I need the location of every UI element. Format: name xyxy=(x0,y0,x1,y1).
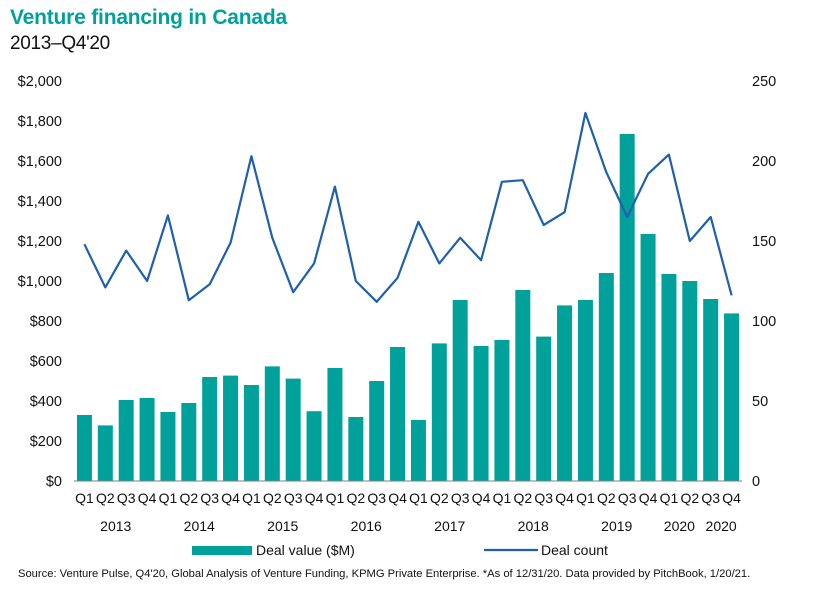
y-left-tick-label: $200 xyxy=(30,434,62,450)
y-left-tick-label: $1,200 xyxy=(18,234,62,250)
x-year-label: 2020 xyxy=(706,518,737,534)
x-tick-label: Q2 xyxy=(179,490,198,506)
bar-deal-value xyxy=(160,412,176,481)
x-tick-label: Q3 xyxy=(451,490,470,506)
source-note: Source: Venture Pulse, Q4'20, Global Ana… xyxy=(18,568,751,580)
y-right-tick-label: 50 xyxy=(752,394,768,410)
x-year-label: 2016 xyxy=(351,518,382,534)
bar-deal-value xyxy=(118,400,134,481)
bar-deal-value xyxy=(285,378,301,481)
bar-deal-value xyxy=(536,336,552,481)
y-left-tick-label: $1,800 xyxy=(18,114,62,130)
legend-swatch-deal-value xyxy=(192,546,252,555)
bar-deal-value xyxy=(390,347,406,481)
x-tick-label: Q4 xyxy=(555,490,574,506)
y-left-tick-label: $0 xyxy=(46,474,62,490)
bar-deal-value xyxy=(703,299,719,481)
bar-deal-value xyxy=(223,375,239,481)
x-tick-label: Q2 xyxy=(430,490,449,506)
x-tick-label: Q3 xyxy=(534,490,553,506)
x-tick-label: Q2 xyxy=(597,490,616,506)
line-deal-count xyxy=(83,111,733,303)
x-tick-label: Q2 xyxy=(680,490,699,506)
bar-deal-value xyxy=(139,398,155,481)
chart-subtitle: 2013–Q4'20 xyxy=(10,33,110,54)
bar-deal-value xyxy=(264,366,280,481)
x-tick-label: Q1 xyxy=(576,490,595,506)
bar-deal-value xyxy=(431,343,447,481)
bar-deal-value xyxy=(243,385,259,481)
y-right-tick-label: 0 xyxy=(752,474,760,490)
x-tick-label: Q4 xyxy=(388,490,407,506)
y-right-tick-label: 200 xyxy=(752,154,776,170)
x-tick-label: Q4 xyxy=(639,490,658,506)
bar-deal-value xyxy=(97,425,113,481)
x-tick-label: Q3 xyxy=(367,490,386,506)
x-tick-label: Q2 xyxy=(96,490,115,506)
bar-deal-value xyxy=(724,313,740,481)
y-left-tick-label: $1,000 xyxy=(18,274,62,290)
bar-deal-value xyxy=(306,411,322,481)
bar-deal-value xyxy=(557,305,573,481)
x-tick-label: Q4 xyxy=(472,490,491,506)
x-tick-label: Q4 xyxy=(305,490,324,506)
x-tick-label: Q1 xyxy=(409,490,428,506)
y-left-tick-label: $600 xyxy=(30,354,62,370)
bar-deal-value xyxy=(369,381,385,481)
bar-deal-value xyxy=(640,234,656,481)
y-right-tick-label: 100 xyxy=(752,314,776,330)
x-tick-label: Q1 xyxy=(660,490,679,506)
bar-deal-value xyxy=(181,403,197,481)
x-tick-label: Q3 xyxy=(701,490,720,506)
bar-deal-value xyxy=(76,415,92,481)
bar-deal-value xyxy=(348,417,364,481)
bar-deal-value xyxy=(202,377,218,481)
x-year-label: 2015 xyxy=(267,518,298,534)
x-year-label: 2019 xyxy=(601,518,632,534)
x-tick-label: Q1 xyxy=(242,490,261,506)
x-tick-label: Q2 xyxy=(346,490,365,506)
x-tick-label: Q3 xyxy=(200,490,219,506)
x-year-label: 2018 xyxy=(518,518,549,534)
y-left-tick-label: $1,400 xyxy=(18,194,62,210)
x-tick-label: Q3 xyxy=(284,490,303,506)
y-right-tick-label: 250 xyxy=(752,74,776,90)
bar-deal-value xyxy=(327,368,343,481)
y-left-tick-label: $400 xyxy=(30,394,62,410)
bar-deal-value xyxy=(494,340,510,481)
x-tick-label: Q4 xyxy=(722,490,741,506)
legend-label-deal-value: Deal value ($M) xyxy=(256,542,355,558)
x-tick-label: Q1 xyxy=(159,490,178,506)
y-left-tick-label: $2,000 xyxy=(18,74,62,90)
x-tick-label: Q4 xyxy=(221,490,240,506)
bar-deal-value xyxy=(661,274,677,481)
y-left-tick-label: $1,600 xyxy=(18,154,62,170)
bar-deal-value xyxy=(682,281,698,481)
bar-deal-value xyxy=(598,273,614,481)
bar-deal-value xyxy=(515,290,531,481)
bar-deal-value xyxy=(619,134,635,481)
x-year-label: 2014 xyxy=(184,518,215,534)
bar-deal-value xyxy=(577,300,593,481)
y-left-tick-label: $800 xyxy=(30,314,62,330)
legend-label-deal-count: Deal count xyxy=(541,542,608,558)
x-year-label: 2013 xyxy=(100,518,131,534)
x-tick-label: Q4 xyxy=(138,490,157,506)
bar-deal-value xyxy=(473,346,489,481)
bar-deal-value xyxy=(410,420,426,481)
x-year-label: 2020 xyxy=(664,518,695,534)
x-tick-label: Q3 xyxy=(117,490,136,506)
x-year-label: 2017 xyxy=(434,518,465,534)
x-tick-label: Q1 xyxy=(493,490,512,506)
y-right-tick-label: 150 xyxy=(752,234,776,250)
bar-deal-value xyxy=(452,300,468,481)
x-tick-label: Q2 xyxy=(513,490,532,506)
x-tick-label: Q2 xyxy=(263,490,282,506)
x-tick-label: Q3 xyxy=(618,490,637,506)
x-tick-label: Q1 xyxy=(75,490,94,506)
chart-title: Venture financing in Canada xyxy=(10,6,287,29)
x-tick-label: Q1 xyxy=(326,490,345,506)
